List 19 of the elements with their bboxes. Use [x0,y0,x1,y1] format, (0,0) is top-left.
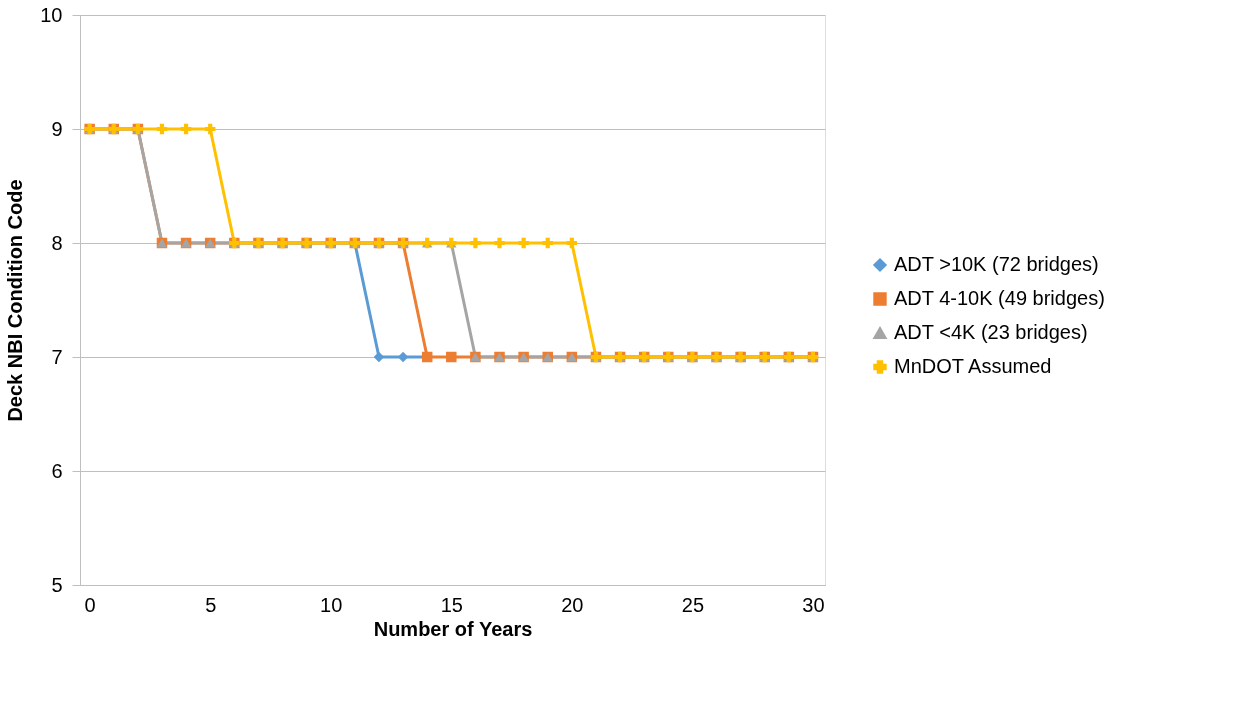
x-tick-label: 15 [440,593,463,616]
legend-label: MnDOT Assumed [894,355,1052,377]
y-tick-label: 5 [51,573,63,596]
x-tick-label: 10 [320,593,343,616]
x-tick-label: 20 [561,593,584,616]
x-tick-label: 5 [205,593,217,616]
y-axis-title: Deck NBI Condition Code [4,179,27,422]
x-axis-title: Number of Years [373,617,533,640]
y-tick-label: 7 [51,345,63,368]
y-tick-label: 6 [51,459,63,482]
x-tick-label: 25 [681,593,705,616]
legend-label: ADT >10K (72 bridges) [894,253,1099,275]
y-tick-label: 8 [51,231,63,254]
y-tick-label: 9 [51,117,63,140]
legend-label: ADT <4K (23 bridges) [894,321,1088,343]
x-tick-label: 0 [84,593,96,616]
legend-label: ADT 4-10K (49 bridges) [894,287,1105,309]
x-tick-label: 30 [802,593,825,616]
y-tick-label: 10 [40,3,63,26]
